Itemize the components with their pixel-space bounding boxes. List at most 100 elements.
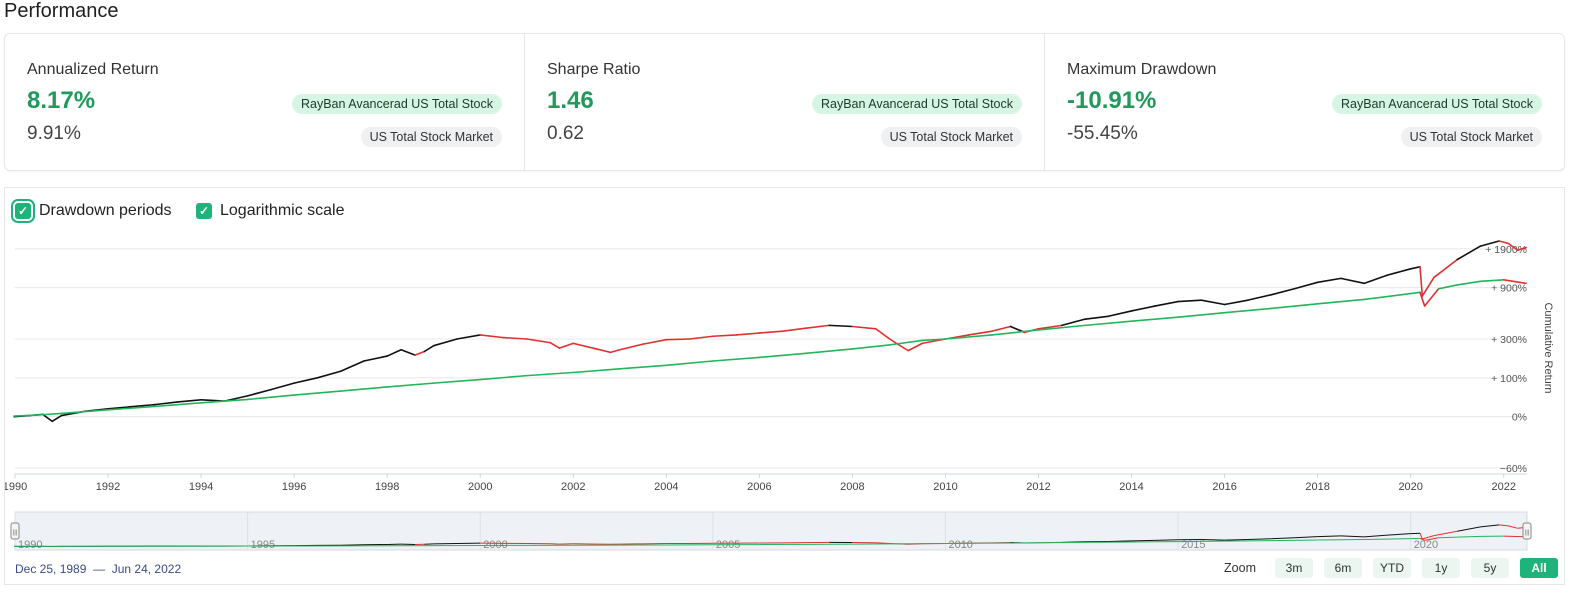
series-segment <box>1084 320 1133 327</box>
series-segment <box>1177 299 1203 303</box>
series-segment <box>1423 287 1440 307</box>
navigator-right-handle[interactable] <box>1522 522 1532 540</box>
metric-label: Annualized Return <box>27 61 159 78</box>
navigator-segment <box>1131 539 1155 542</box>
zoom-5y-button[interactable]: 5y <box>1471 558 1509 578</box>
x-tick-label: 2014 <box>1119 481 1143 493</box>
series-segment <box>502 336 528 340</box>
navigator-left-handle[interactable] <box>10 522 20 540</box>
drawdown-periods-label[interactable]: Drawdown periods <box>39 202 172 219</box>
zoom-ytd-button[interactable]: YTD <box>1373 558 1411 578</box>
series-segment <box>572 367 621 374</box>
metric-sharpe-ratio: Sharpe Ratio 1.46 0.62 RayBan Avancerad … <box>525 34 1045 170</box>
x-tick-label: 2016 <box>1212 481 1236 493</box>
series-segment <box>609 348 621 354</box>
series-segment <box>316 370 342 379</box>
benchmark-badge: US Total Stock Market <box>360 127 502 147</box>
series-segment <box>944 334 993 340</box>
series-segment <box>1479 240 1500 247</box>
zoom-all-button[interactable]: All <box>1520 558 1558 578</box>
logarithmic-scale-toggle[interactable]: ✓ Logarithmic scale <box>196 202 345 220</box>
navigator-segment <box>1271 539 1318 542</box>
navigator-segment <box>1503 535 1527 538</box>
zoom-1y-button[interactable]: 1y <box>1422 558 1460 578</box>
series-segment <box>712 356 761 362</box>
series-segment <box>60 409 109 415</box>
series-segment <box>246 394 295 401</box>
series-segment <box>572 342 598 350</box>
navigator-segment <box>1419 537 1425 541</box>
series-segment <box>874 327 891 340</box>
navigator-segment <box>1364 538 1411 540</box>
zoom-controls: Zoom 3m 6m YTD 1y 5y All <box>1224 558 1558 578</box>
series-segment <box>1502 279 1527 285</box>
series-segment <box>1247 294 1272 301</box>
series-segment <box>688 335 714 340</box>
metric-primary-value: -10.91% <box>1067 87 1157 114</box>
series-segment <box>386 348 402 357</box>
portfolio-series <box>13 240 1527 423</box>
series-segment <box>1060 318 1086 327</box>
series-segment <box>153 401 179 406</box>
series-segment <box>558 342 575 349</box>
series-segment <box>1456 245 1482 261</box>
series-segment <box>339 360 365 373</box>
series-segment <box>432 338 458 347</box>
series-segment <box>758 352 807 359</box>
x-tick-label: 1994 <box>189 481 213 493</box>
series-segment <box>828 324 854 328</box>
navigator-segment <box>1317 538 1365 541</box>
series-segment <box>386 382 435 388</box>
navigator-benchmark-series <box>14 535 1527 547</box>
navigator-segment <box>1508 525 1518 529</box>
navigator-tick-label: 1990 <box>18 539 42 551</box>
navigator-segment <box>1201 539 1225 541</box>
series-segment <box>363 355 388 362</box>
navigator-tick-label: 1995 <box>251 539 275 551</box>
logarithmic-scale-label[interactable]: Logarithmic scale <box>220 202 345 219</box>
series-segment <box>293 390 342 396</box>
x-tick-label: 1990 <box>5 481 27 493</box>
series-segment <box>1516 246 1527 252</box>
range-end-date[interactable]: Jun 24, 2022 <box>111 562 182 576</box>
zoom-3m-button[interactable]: 3m <box>1275 558 1313 578</box>
series-segment <box>618 364 668 370</box>
series-segment <box>1130 305 1156 312</box>
series-segment <box>51 414 63 423</box>
series-segment <box>37 412 63 416</box>
navigator-handle-grip-icon: ||| <box>1525 530 1530 536</box>
series-segment <box>1456 280 1482 286</box>
performance-chart: + 1900% + 900% + 300% + 100% 0% −60% 1990 1992 1… <box>5 240 1554 551</box>
navigator-segment <box>1424 537 1439 541</box>
metric-label: Maximum Drawdown <box>1067 61 1217 78</box>
series-segment <box>1293 281 1319 290</box>
series-segment <box>1421 276 1435 297</box>
series-segment <box>42 413 54 423</box>
series-segment <box>1419 266 1424 297</box>
range-start-date[interactable]: Dec 25, 1989 <box>15 562 87 576</box>
navigator-segment <box>875 542 890 544</box>
drawdown-periods-toggle[interactable]: ✓ Drawdown periods <box>15 202 172 220</box>
series-segment <box>1223 307 1272 314</box>
navigator-segment <box>1340 535 1365 538</box>
drawdown-checkbox-check-icon[interactable]: ✓ <box>15 203 31 219</box>
series-segment <box>1223 299 1249 306</box>
y-tick-label: 0% <box>1512 412 1527 424</box>
series-segment <box>1498 240 1510 245</box>
series-segment <box>456 334 482 340</box>
metric-label: Sharpe Ratio <box>547 61 641 78</box>
series-segment <box>1037 324 1086 331</box>
zoom-6m-button[interactable]: 6m <box>1324 558 1362 578</box>
page-title: Performance <box>4 0 119 22</box>
series-segment <box>1363 274 1389 285</box>
series-segment <box>888 339 924 346</box>
benchmark-series <box>13 279 1527 417</box>
date-range-display[interactable]: Dec 25, 1989 — Jun 24, 2022 <box>15 562 181 576</box>
navigator-segment <box>1457 526 1481 532</box>
navigator-segment <box>1271 537 1295 540</box>
series-segment <box>153 402 202 408</box>
log-checkbox-check-icon[interactable]: ✓ <box>196 203 212 219</box>
series-segment <box>1200 299 1226 306</box>
series-segment <box>200 398 249 404</box>
x-tick-label: 2010 <box>933 481 957 493</box>
